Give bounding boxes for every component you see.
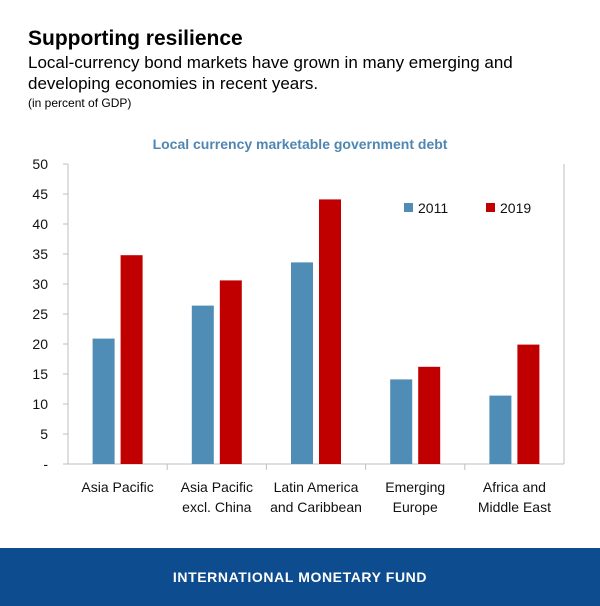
bar-2019	[418, 366, 441, 464]
x-category-label: excl. China	[182, 499, 251, 515]
legend-swatch-2019	[486, 203, 495, 212]
x-category-label: and Caribbean	[270, 499, 362, 515]
bar-2011	[291, 262, 313, 464]
x-category-label: Middle East	[478, 499, 551, 515]
y-tick-label: 30	[32, 276, 48, 292]
x-category-label: Europe	[393, 499, 438, 515]
x-category-label: Latin America	[274, 479, 359, 495]
bar-2019	[120, 255, 143, 464]
y-tick-label: 35	[32, 246, 48, 262]
bar-2011	[489, 395, 512, 464]
y-tick-label: 25	[32, 306, 48, 322]
y-tick-label: -	[43, 456, 48, 472]
x-category-label: Asia Pacific	[181, 479, 253, 495]
y-tick-label: 50	[32, 156, 48, 172]
page-title: Supporting resilience	[28, 27, 243, 50]
y-tick-label: 20	[32, 336, 48, 352]
x-category-label: Emerging	[385, 479, 445, 495]
bar-2019	[219, 280, 242, 464]
legend-label-2011: 2011	[418, 200, 448, 216]
footer-banner: INTERNATIONAL MONETARY FUND	[0, 548, 600, 606]
bar-2019	[517, 344, 540, 464]
bar-2011	[390, 379, 413, 464]
y-tick-label: 10	[32, 396, 48, 412]
y-tick-label: 5	[40, 426, 48, 442]
x-category-label: Africa and	[483, 479, 546, 495]
bar-2011	[191, 305, 214, 464]
header: Supporting resilience Local-currency bon…	[28, 26, 588, 110]
chart-title: Local currency marketable government deb…	[152, 136, 448, 152]
legend-label-2019: 2019	[500, 200, 531, 216]
y-tick-label: 15	[32, 366, 48, 382]
y-tick-label: 40	[32, 216, 48, 232]
bar-chart: - 5 10 15 20 25 30 35 40 45 50 Asia Pacific Asia Pac…	[32, 156, 565, 515]
org-name: INTERNATIONAL MONETARY FUND	[172, 569, 428, 585]
page-subtitle: Local-currency bond markets have grown i…	[28, 53, 513, 93]
bar-2019	[319, 199, 341, 464]
bar-2011	[92, 338, 115, 464]
y-tick-label: 45	[32, 186, 48, 202]
legend-swatch-2011	[404, 203, 413, 212]
x-category-label: Asia Pacific	[81, 479, 153, 495]
unit-note: (in percent of GDP)	[28, 96, 132, 110]
